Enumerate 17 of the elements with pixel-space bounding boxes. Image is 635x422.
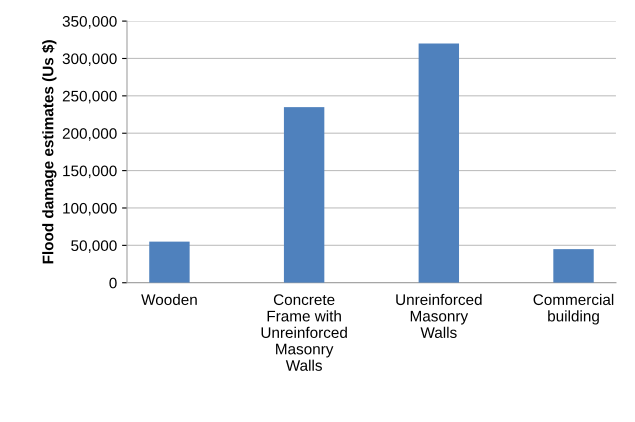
y-tick-label: 100,000 [63, 202, 117, 216]
bar [553, 249, 594, 283]
y-tick-label: 350,000 [62, 16, 117, 29]
y-tick-label: 200,000 [62, 128, 117, 141]
x-tick-label: Wooden [141, 294, 197, 306]
x-tick-label: Unreinforced Masonry Walls [396, 294, 482, 338]
y-tick-label: 0 [109, 278, 117, 288]
bar [149, 242, 190, 283]
y-tick-label: 250,000 [62, 90, 117, 104]
bar [418, 44, 460, 283]
y-tick-label: 300,000 [62, 53, 117, 66]
x-tick-label: Commercial building [534, 294, 614, 325]
y-tick-label: 150,000 [63, 165, 117, 178]
y-axis-title: Flood damage estimates (Us $) [42, 40, 57, 264]
x-tick-label: Concrete Frame with Unreinforced Masonry Walls [262, 294, 347, 371]
y-tick-label: 50,000 [71, 240, 117, 253]
bar [284, 107, 324, 283]
